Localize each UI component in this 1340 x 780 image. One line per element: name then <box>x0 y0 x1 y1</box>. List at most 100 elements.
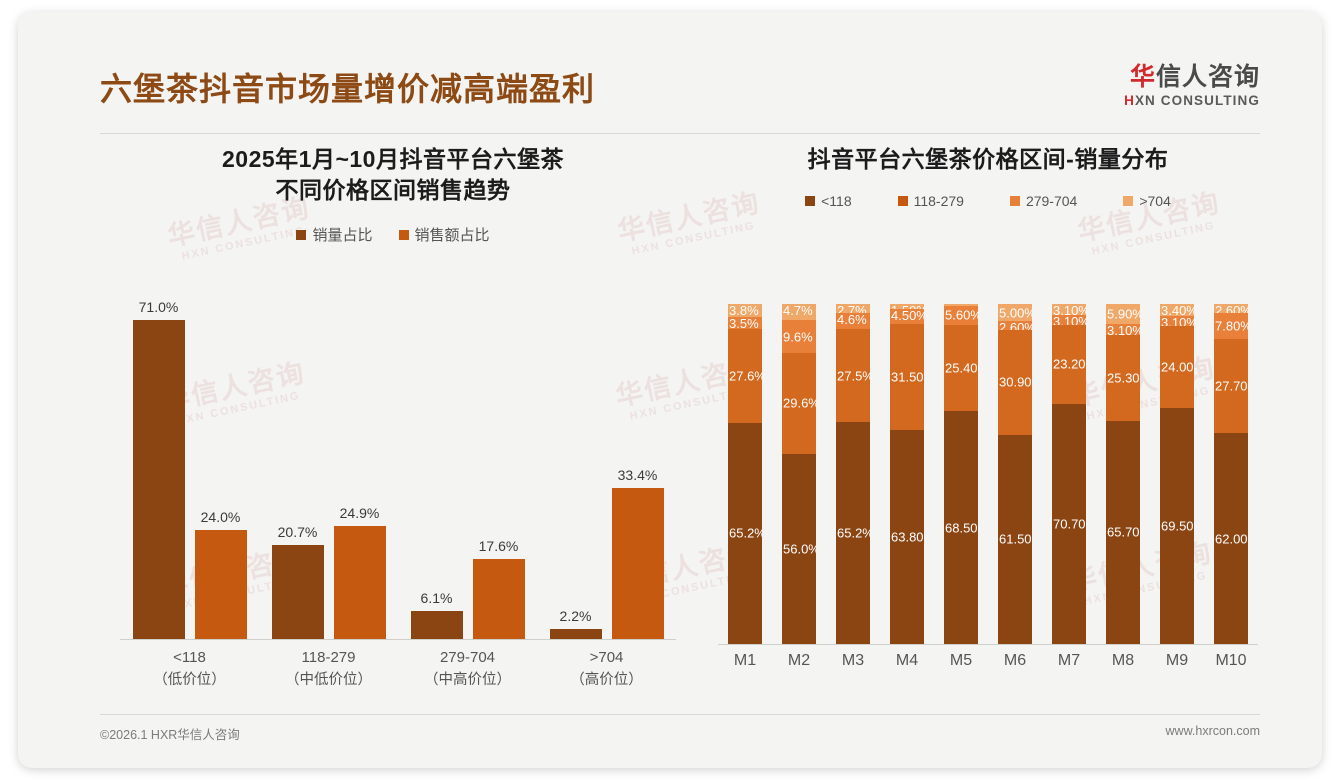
legend-item[interactable]: 销量占比 <box>296 224 373 245</box>
bar-rect[interactable] <box>410 611 463 639</box>
bar-column[interactable]: 20.7% <box>271 299 324 639</box>
segment-value-label: 5.00% <box>999 305 1032 321</box>
segment-value-label: 3.10% <box>1107 324 1140 335</box>
stacked-bar-segment[interactable]: 4.7% <box>782 304 816 321</box>
stacked-bar-segment[interactable]: 70.70% <box>1052 403 1086 644</box>
legend-swatch-icon <box>398 229 409 240</box>
x-axis-month-label: M4 <box>895 652 919 669</box>
stacked-bar-segment[interactable]: 27.70% <box>1214 339 1248 434</box>
stacked-bar-column[interactable]: 2.60% 7.80% 27.70% 62.00% <box>1214 304 1248 644</box>
stacked-bar-segment[interactable]: 31.50% <box>890 324 924 430</box>
legend-item[interactable]: <118 <box>805 193 852 209</box>
logo-cn-accent: 华 <box>1129 63 1156 91</box>
stacked-bar-segment[interactable]: 3.10% <box>1160 315 1194 327</box>
stacked-bar-column[interactable]: 3.10%3.10% 23.20% 70.70% <box>1052 304 1086 644</box>
stacked-bar-segment[interactable]: 1.50% <box>890 303 924 310</box>
stacked-bar-segment[interactable]: 65.70% <box>1106 420 1140 644</box>
x-axis-month-label: M9 <box>1165 652 1189 669</box>
stacked-bar-segment[interactable]: 2.7% <box>836 304 870 314</box>
stacked-bar-segment[interactable]: 0.50% <box>944 304 978 306</box>
bar-rect[interactable] <box>194 530 247 639</box>
stacked-bar-segment[interactable]: 30.90% <box>998 329 1032 435</box>
stacked-bar-column[interactable]: 4.7% 9.6% 29.6% 56.0% <box>782 304 816 644</box>
segment-value-label: 62.00% <box>1215 531 1248 547</box>
stacked-bar-segment[interactable]: 25.40% <box>944 324 978 412</box>
stacked-bar-segment[interactable]: 3.8% <box>728 304 762 317</box>
legend-item[interactable]: 销售额占比 <box>398 224 490 245</box>
bar-rect[interactable] <box>271 545 324 639</box>
left-chart-legend: 销量占比 销售额占比 <box>88 224 698 245</box>
bar-column[interactable]: 24.9% <box>333 299 386 639</box>
legend-item[interactable]: 118-279 <box>897 193 964 210</box>
stacked-bar-segment[interactable]: 69.50% <box>1160 407 1194 644</box>
logo-chinese: 华信人咨询 <box>1124 64 1260 90</box>
segment-value-label: 3.5% <box>729 316 759 329</box>
stacked-bar-segment[interactable]: 3.10% <box>1052 314 1086 326</box>
stacked-bar-segment[interactable]: 2.60% <box>1214 304 1248 313</box>
legend-item[interactable]: 279-704 <box>1009 193 1077 209</box>
segment-value-label: 65.70% <box>1107 524 1140 540</box>
legend-item-label: <118 <box>821 193 852 210</box>
bar-column[interactable]: 71.0% <box>132 299 185 639</box>
stacked-bar-segment[interactable]: 56.0% <box>782 453 816 644</box>
bar-column[interactable]: 33.4% <box>611 299 664 639</box>
stacked-bar-segment[interactable]: 4.6% <box>836 313 870 329</box>
segment-value-label: 70.70% <box>1053 516 1086 532</box>
stacked-bar-segment[interactable]: 5.00% <box>998 304 1032 322</box>
stacked-bar-segment[interactable]: 3.40% <box>1160 304 1194 316</box>
bar-column[interactable]: 6.1% <box>410 299 463 639</box>
stacked-bar-column[interactable]: 1.50%4.50% 31.50% 63.80% <box>890 303 924 644</box>
stacked-bar-segment[interactable]: 23.20% <box>1052 325 1086 404</box>
stacked-bar-segment[interactable]: 24.00% <box>1160 326 1194 408</box>
stacked-bar-segment[interactable]: 62.00% <box>1214 433 1248 644</box>
slide-canvas: 华信人咨询 HXN CONSULTING 华信人咨询 HXN CONSULTIN… <box>18 12 1322 768</box>
stacked-bar-column[interactable]: 5.00%2.60% 30.90% 61.50% <box>998 304 1032 644</box>
stacked-bar-segment[interactable]: 27.6% <box>728 328 762 423</box>
stacked-bar-segment[interactable]: 65.2% <box>836 422 870 644</box>
bar-value-label: 2.2% <box>559 608 592 625</box>
left-chart-x-axis-labels: <118 （低价位） 118-279 （中低价位） 279-704 （中高价位） >704 （… <box>120 647 676 691</box>
x-axis-month-label: M1 <box>733 652 757 669</box>
stacked-bar-column[interactable]: 0.50%5.60% 25.40% 68.50% <box>944 304 978 644</box>
stacked-bar-segment[interactable]: 3.10% <box>1106 324 1140 335</box>
stacked-bar-segment[interactable]: 27.5% <box>836 328 870 423</box>
legend-swatch-icon <box>897 196 908 207</box>
bar-rect[interactable] <box>132 320 185 639</box>
left-chart-title-line1: 2025年1月~10月抖音平台六堡茶 <box>222 146 564 172</box>
legend-item-label: 118-279 <box>913 193 964 210</box>
stacked-bar-segment[interactable]: 65.2% <box>728 422 762 644</box>
stacked-bar-column[interactable]: 3.8%3.5% 27.6% 65.2% <box>728 304 762 644</box>
stacked-bar-segment[interactable]: 9.6% <box>782 320 816 353</box>
stacked-bar-segment[interactable]: 5.90% <box>1106 304 1140 325</box>
stacked-bar-segment[interactable]: 3.10% <box>1052 304 1086 315</box>
stacked-bar-column[interactable]: 5.90% 3.10% 25.30% 65.70% <box>1106 304 1140 644</box>
stacked-bar-column[interactable]: 2.7%4.6% 27.5% 65.2% <box>836 304 870 644</box>
stacked-bar-column[interactable]: 3.40%3.10% 24.00% 69.50% <box>1160 304 1194 644</box>
bar-column[interactable]: 17.6% <box>472 299 525 639</box>
x-axis-category-label: >704 （高价位） <box>537 647 676 691</box>
bar-column[interactable]: 24.0% <box>194 299 247 639</box>
right-chart-plot-area: 3.8%3.5% 27.6% 65.2% 4.7% 9.6% 29.6% 56.0% 2.7%… <box>718 303 1258 644</box>
segment-value-label: 29.6% <box>783 395 816 411</box>
stacked-bar-segment[interactable]: 29.6% <box>782 352 816 454</box>
stacked-bar-segment[interactable]: 5.60% <box>944 305 978 325</box>
bar-rect[interactable] <box>472 559 525 639</box>
x-axis-month-label: M6 <box>1003 652 1027 669</box>
bar-column[interactable]: 2.2% <box>549 299 602 639</box>
bar-rect[interactable] <box>611 487 664 639</box>
legend-item[interactable]: >704 <box>1123 193 1171 209</box>
stacked-bar-segment[interactable]: 3.5% <box>728 316 762 329</box>
stacked-bar-segment[interactable]: 63.80% <box>890 429 924 644</box>
stacked-bar-segment[interactable]: 4.50% <box>890 309 924 325</box>
bar-rect[interactable] <box>333 526 386 639</box>
segment-value-label: 3.40% <box>1161 304 1194 316</box>
stacked-bar-segment[interactable]: 2.60% <box>998 321 1032 330</box>
stacked-bar-segment[interactable]: 68.50% <box>944 411 978 644</box>
category-subtitle: （低价位） <box>153 671 226 688</box>
stacked-bar-segment[interactable]: 7.80% <box>1214 312 1248 340</box>
stacked-bar-segment[interactable]: 61.50% <box>998 434 1032 644</box>
stacked-bar-segment[interactable]: 25.30% <box>1106 334 1140 421</box>
bar-value-label: 24.9% <box>339 505 380 522</box>
bar-rect[interactable] <box>549 629 602 639</box>
legend-swatch-icon <box>805 196 816 207</box>
